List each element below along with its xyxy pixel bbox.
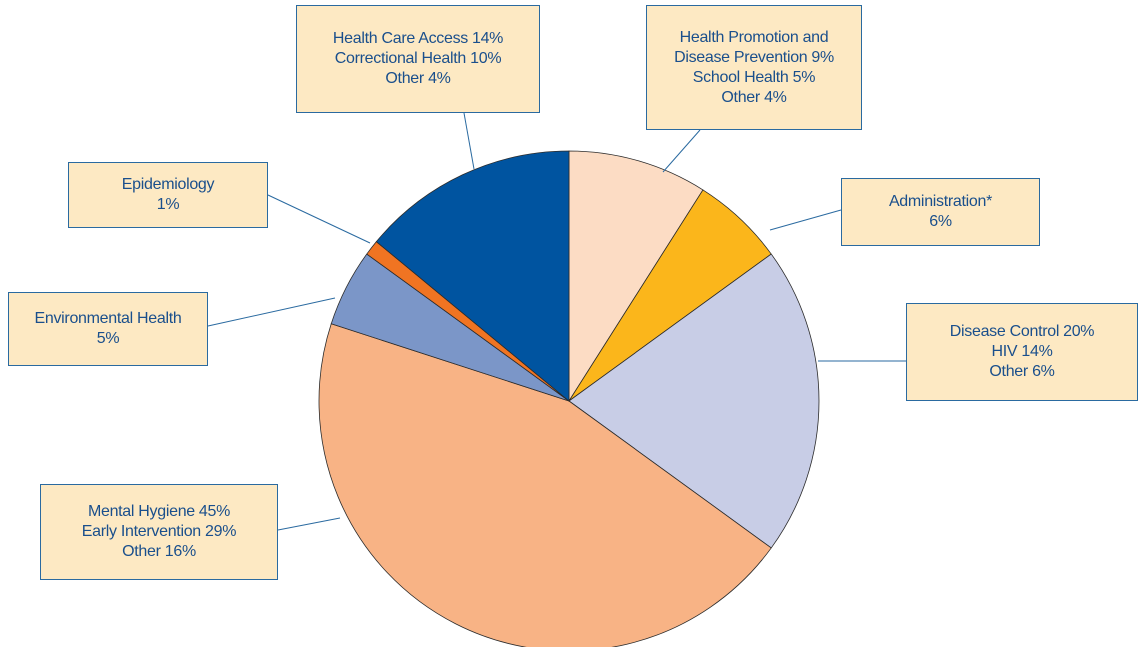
breakdown-label: Other 4% bbox=[385, 70, 451, 87]
category-label: Epidemiology bbox=[121, 176, 215, 193]
label-box: Environmental Health 5% bbox=[8, 292, 208, 366]
value-label: 9% bbox=[811, 48, 834, 66]
breakdown-label: Early Intervention 29% bbox=[81, 523, 237, 540]
value-label: 20% bbox=[1063, 323, 1095, 340]
leader-line bbox=[769, 209, 842, 231]
label-head: Health Promotion and Disease Prevention 9… bbox=[653, 28, 855, 68]
value-label: 1% bbox=[156, 196, 180, 213]
value-label: 14% bbox=[471, 30, 504, 47]
value-label: 45% bbox=[198, 503, 231, 520]
label-head: Mental Hygiene 45% bbox=[47, 502, 271, 522]
breakdown-label: School Health 5% bbox=[692, 68, 816, 86]
leader-line bbox=[277, 517, 341, 531]
value-label: 6% bbox=[929, 213, 952, 230]
label-head: Disease Control 20% bbox=[913, 322, 1131, 342]
category-label: Health Promotion and Disease Prevention bbox=[674, 28, 829, 66]
label-head: Health Care Access 14% bbox=[303, 29, 533, 49]
pie-slice bbox=[375, 150, 570, 402]
category-label: Health Care Access bbox=[332, 30, 468, 47]
breakdown-label: Other 6% bbox=[989, 363, 1055, 380]
label-box: Health Promotion and Disease Prevention 9… bbox=[646, 5, 862, 130]
category-label: Environmental Health bbox=[34, 310, 182, 327]
label-box: Disease Control 20% HIV 14% Other 6% bbox=[906, 303, 1138, 401]
label-head: Environmental Health 5% bbox=[15, 309, 201, 349]
leader-line bbox=[267, 194, 371, 244]
leader-line bbox=[662, 129, 701, 173]
label-box: Epidemiology 1% bbox=[68, 162, 268, 228]
value-label: 5% bbox=[96, 330, 120, 347]
label-box: Health Care Access 14% Correctional Health… bbox=[296, 5, 540, 113]
label-head: Administration* 6% bbox=[848, 192, 1033, 232]
breakdown-label: Correctional Health 10% bbox=[334, 50, 502, 67]
label-box: Administration* 6% bbox=[841, 178, 1040, 246]
category-label: Disease Control bbox=[949, 323, 1060, 340]
leader-line bbox=[463, 112, 475, 170]
pie-slice bbox=[568, 150, 704, 403]
breakdown-label: HIV 14% bbox=[991, 343, 1053, 360]
category-label: Mental Hygiene bbox=[87, 503, 195, 520]
breakdown-label: Other 4% bbox=[721, 88, 787, 106]
label-box: Mental Hygiene 45% Early Intervention 29% O… bbox=[40, 484, 278, 580]
category-label: Administration* bbox=[888, 193, 993, 210]
leader-line bbox=[207, 297, 336, 327]
label-head: Epidemiology 1% bbox=[75, 175, 261, 215]
breakdown-label: Other 16% bbox=[122, 543, 196, 560]
pie-slice bbox=[568, 253, 820, 549]
pie-slice bbox=[318, 323, 772, 647]
